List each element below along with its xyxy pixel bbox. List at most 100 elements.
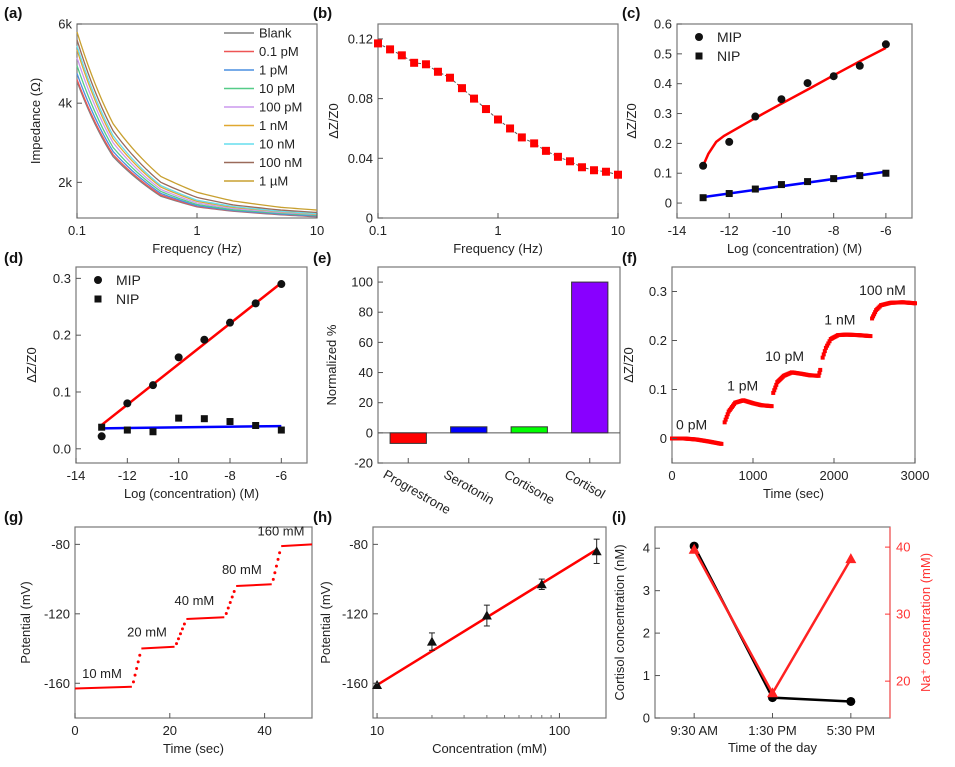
panel-label: (i) [612, 509, 626, 526]
data-point [769, 404, 774, 409]
data-point-nip [98, 423, 106, 431]
data-point [772, 388, 777, 393]
data-point-nip [751, 185, 759, 193]
series-line-7 [76, 39, 318, 214]
series-line-8 [76, 31, 318, 211]
data-point-mip [200, 335, 209, 344]
data-point-nip [777, 181, 785, 189]
y-tick-label: 0.0 [53, 441, 71, 456]
x-tick-label: -12 [720, 223, 739, 238]
data-point [688, 543, 700, 554]
data-point [426, 636, 437, 646]
data-point [724, 414, 729, 419]
x-tick-label: Progrestrone [381, 467, 454, 518]
y-tick-label: 0.2 [654, 136, 672, 151]
data-point [230, 595, 234, 599]
step-annotation: 40 mM [175, 593, 215, 608]
data-point [719, 441, 724, 446]
y-tick-label: 20 [896, 674, 910, 689]
data-point [767, 687, 778, 698]
plot-frame [74, 526, 313, 719]
y-axis-label: Potential (mV) [318, 581, 333, 663]
x-tick-label: 3000 [901, 468, 930, 483]
data-point-mip [829, 72, 838, 81]
y-tick-label: 30 [896, 607, 910, 622]
x-axis-label: Log (concentration) (M) [727, 241, 862, 256]
x-tick-label: 20 [163, 723, 177, 738]
data-point [386, 45, 395, 54]
data-point [823, 345, 828, 350]
data-point-nip [175, 414, 183, 422]
data-point [826, 341, 831, 346]
y-tick-label: 0.2 [649, 333, 667, 348]
step-plateau [141, 645, 175, 650]
data-point-mip [855, 61, 864, 70]
y-tick-label: 0.3 [649, 284, 667, 299]
data-point [271, 577, 275, 581]
y-axis-label: Normalized % [324, 324, 339, 405]
data-point [224, 612, 228, 616]
data-point [818, 367, 823, 372]
data-point [228, 601, 232, 605]
y-tick-label: -80 [51, 537, 70, 552]
y-tick-label: 4k [58, 96, 72, 111]
data-point-mip [226, 318, 234, 327]
series-line-4 [76, 57, 318, 216]
y-tick-label: 0 [366, 425, 373, 440]
panel-d-calibration-mip-nip: (d) MIP NIP -14 -12 -10 -8 -6 Log (concentration… [4, 250, 308, 501]
data-point [822, 349, 827, 354]
legend-label: 1 µM [259, 174, 288, 189]
series-line-cortisol [693, 545, 851, 703]
series-line-6 [76, 45, 318, 215]
y-tick-label: 4 [643, 541, 650, 556]
data-point [827, 339, 832, 344]
y-tick-label: 0.1 [654, 166, 672, 181]
y-tick-label: 0.2 [53, 328, 71, 343]
x-axis-label: Frequency (Hz) [152, 241, 242, 256]
data-point [817, 370, 822, 375]
y-tick-label: -120 [44, 606, 70, 621]
legend-label: 100 nM [259, 155, 302, 170]
x-tick-label: 10 [370, 723, 384, 738]
x-tick-label: 1000 [739, 468, 768, 483]
step-annotation: 160 mM [257, 524, 304, 539]
data-point [178, 632, 182, 636]
legend-label: 10 nM [259, 137, 295, 152]
data-point-mip [751, 112, 760, 121]
y-axis-label: Impedance (Ω) [28, 78, 43, 164]
data-point-nip [123, 426, 131, 434]
x-tick-label: 100 [549, 723, 571, 738]
panel-b-dz-vs-frequency: (b) 0.1 1 10 Frequency (Hz) 0 0.04 0.08 0.12 ΔZ/Z… [313, 5, 625, 256]
data-point-nip [699, 194, 707, 202]
x-axis-label: Frequency (Hz) [453, 241, 543, 256]
data-point [773, 385, 778, 390]
data-point-mip [699, 161, 708, 170]
x-tick-label: 10 [611, 223, 625, 238]
data-point-mip [725, 137, 734, 146]
x-axis-label: Time (sec) [163, 741, 224, 756]
y-tick-label: 0 [665, 196, 672, 211]
data-point [182, 622, 186, 626]
x-axis-label: Log (concentration) (M) [124, 486, 259, 501]
y-tick-label: 0.1 [53, 384, 71, 399]
y-tick-label: 0.04 [348, 151, 373, 166]
data-point [226, 606, 230, 610]
legend-marker [94, 276, 102, 284]
data-point [372, 680, 383, 690]
x-tick-label: 0 [71, 723, 78, 738]
data-point [913, 301, 917, 306]
data-point [397, 51, 406, 60]
data-point [517, 133, 526, 142]
data-point-mip [174, 353, 183, 362]
data-point [276, 557, 280, 561]
bar-serotonin [450, 426, 488, 434]
data-point [825, 343, 830, 348]
x-tick-label: -14 [668, 223, 687, 238]
step-annotation: 100 nM [859, 282, 906, 298]
panel-label: (f) [622, 250, 637, 267]
y-tick-label: 6k [58, 17, 72, 32]
series-line-na-plus [693, 549, 852, 696]
y-tick-label: 0 [366, 211, 373, 226]
x-tick-label: 5:30 PM [827, 723, 875, 738]
legend-marker [94, 295, 102, 303]
